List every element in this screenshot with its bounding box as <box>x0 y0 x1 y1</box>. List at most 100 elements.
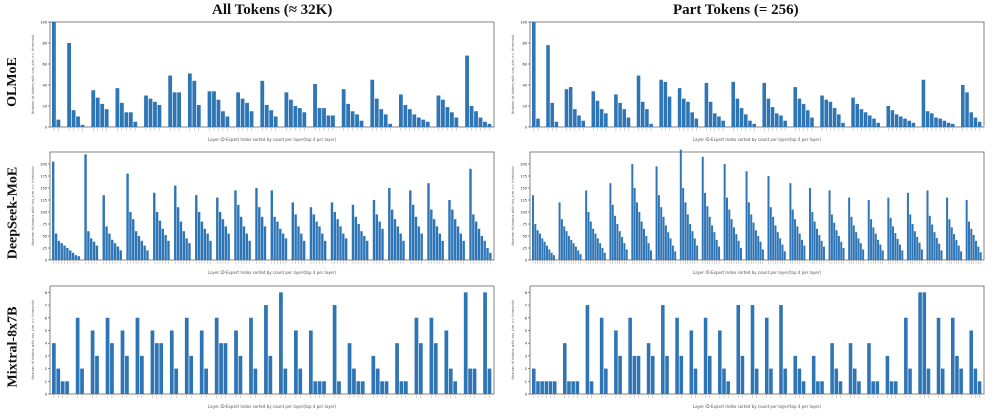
bar <box>950 123 955 127</box>
bar <box>77 256 80 260</box>
bar <box>704 82 709 127</box>
bar <box>116 246 120 260</box>
bar <box>370 79 375 127</box>
bar <box>293 106 298 127</box>
bar <box>212 91 216 127</box>
bar <box>128 112 133 127</box>
bar <box>565 231 568 260</box>
bar <box>852 368 857 394</box>
bar <box>60 381 65 394</box>
bar <box>284 92 289 127</box>
bar <box>875 381 880 394</box>
bar <box>793 355 798 394</box>
bar <box>429 317 434 394</box>
bar <box>573 109 577 127</box>
bar <box>453 381 458 394</box>
bar <box>563 343 567 394</box>
bar <box>973 117 978 127</box>
bar <box>972 235 975 260</box>
bar <box>663 81 668 127</box>
bar <box>640 221 643 260</box>
bar <box>850 216 853 260</box>
y-tick-label: 60 <box>523 63 527 67</box>
bar <box>558 202 561 260</box>
y-tick-label: 7 <box>45 304 47 308</box>
bar <box>264 104 269 127</box>
bar <box>137 236 141 260</box>
bar <box>352 368 356 394</box>
bar <box>532 195 534 260</box>
bar <box>403 104 408 127</box>
bar <box>326 115 331 127</box>
bar <box>618 102 622 127</box>
bar <box>721 120 725 127</box>
bar <box>132 219 135 260</box>
bar <box>221 219 225 260</box>
bar <box>445 107 450 127</box>
bar <box>694 118 699 127</box>
bar <box>487 123 492 127</box>
bar <box>871 381 875 394</box>
bar <box>926 190 929 260</box>
bar <box>312 214 315 260</box>
bar <box>955 239 958 260</box>
y-tick-label: 100 <box>40 21 47 25</box>
bar <box>750 305 755 394</box>
bar <box>594 233 597 260</box>
bar <box>764 317 769 394</box>
bar <box>425 121 430 127</box>
y-tick-label: 0 <box>525 393 527 397</box>
bar <box>938 118 942 127</box>
bar <box>592 228 595 260</box>
bar <box>155 212 159 260</box>
bar <box>365 240 369 260</box>
bar <box>754 368 759 394</box>
bar <box>360 231 363 260</box>
chart-svg: 0 25 50 75 100 125 150 175 200 Layer ID-Expert In… <box>31 151 495 275</box>
bar <box>752 222 755 260</box>
bar <box>474 111 478 127</box>
bar <box>801 381 806 394</box>
y-tick-label: 0 <box>45 259 47 263</box>
bar <box>297 226 300 260</box>
bar <box>336 219 339 260</box>
bar <box>283 368 288 394</box>
bar <box>677 88 682 127</box>
bar <box>975 240 977 260</box>
bar <box>926 368 931 394</box>
bar <box>176 207 180 260</box>
bar <box>182 231 185 260</box>
bar <box>308 330 313 394</box>
bar <box>704 192 707 260</box>
bar <box>779 238 782 260</box>
bar <box>322 108 326 127</box>
bar <box>577 250 580 260</box>
y-tick-label: 175 <box>520 175 527 179</box>
bar <box>65 381 69 394</box>
bar <box>894 233 897 260</box>
bar <box>260 80 265 127</box>
bar <box>642 228 645 260</box>
bar <box>540 381 544 394</box>
bar <box>589 221 592 260</box>
bar <box>757 236 760 260</box>
bar <box>384 381 389 394</box>
bar <box>225 116 230 127</box>
bar <box>60 243 63 260</box>
bar <box>848 343 853 394</box>
bar <box>227 233 230 260</box>
bar <box>143 245 146 260</box>
y-tick-label: 6 <box>525 316 527 320</box>
bar <box>711 225 714 260</box>
bar <box>322 381 326 394</box>
bar <box>75 317 80 394</box>
bar <box>550 252 553 260</box>
bar <box>933 232 936 260</box>
bar <box>119 102 124 127</box>
bar <box>928 215 931 260</box>
bar <box>855 103 860 127</box>
bar <box>339 226 342 260</box>
bar <box>591 91 596 127</box>
bar <box>245 233 249 260</box>
bar <box>346 103 351 127</box>
